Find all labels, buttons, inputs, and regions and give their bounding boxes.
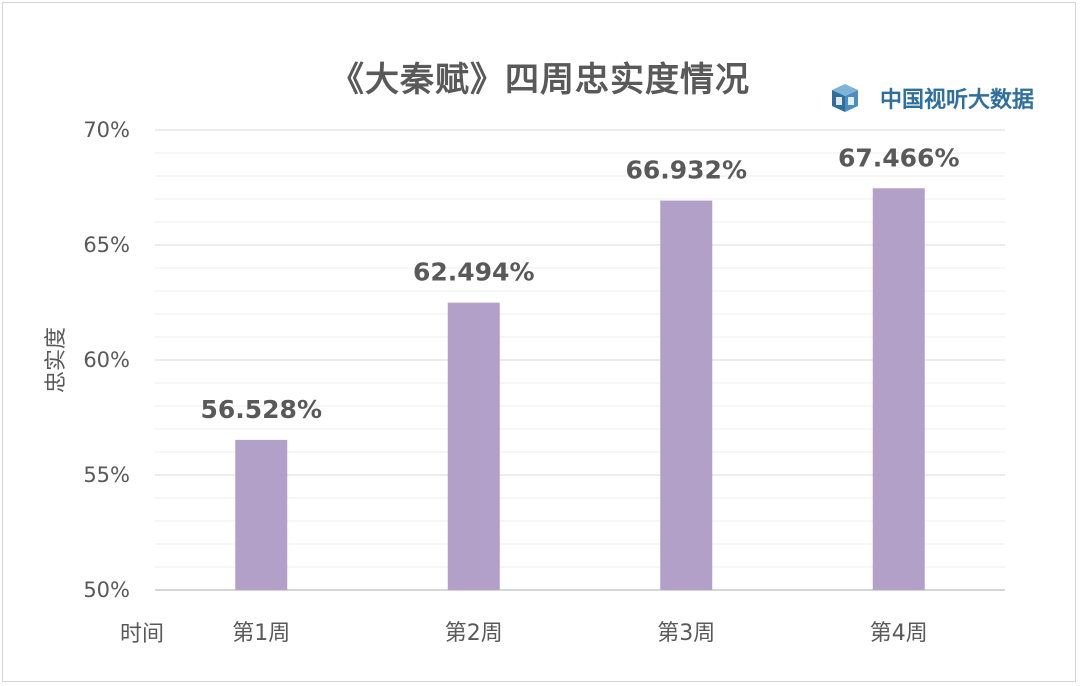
x-axis-title: 时间 (120, 622, 165, 647)
y-tick-label: 65% (83, 233, 130, 257)
x-tick-label: 第1周 (232, 621, 290, 646)
y-tick-label: 55% (83, 463, 130, 487)
bar (872, 188, 925, 591)
brand-logo: 中国视听大数据 (826, 80, 1034, 116)
bar (660, 200, 713, 590)
x-tick-label: 第3周 (657, 621, 715, 646)
data-label: 67.466% (838, 143, 960, 172)
data-label: 62.494% (413, 258, 535, 287)
data-label: 56.528% (200, 395, 322, 424)
brand-name: 中国视听大数据 (880, 88, 1035, 113)
data-label: 66.932% (625, 156, 747, 185)
y-tick-label: 50% (83, 578, 130, 602)
x-tick-label: 第2周 (445, 621, 503, 646)
bar (235, 439, 288, 590)
x-tick-label: 第4周 (870, 621, 928, 646)
chart-title: 《大秦赋》四周忠实度情况 (330, 60, 750, 100)
cube-icon (832, 84, 858, 112)
y-tick-label: 60% (83, 348, 130, 372)
bar (447, 302, 500, 590)
y-tick-label: 70% (83, 118, 130, 142)
